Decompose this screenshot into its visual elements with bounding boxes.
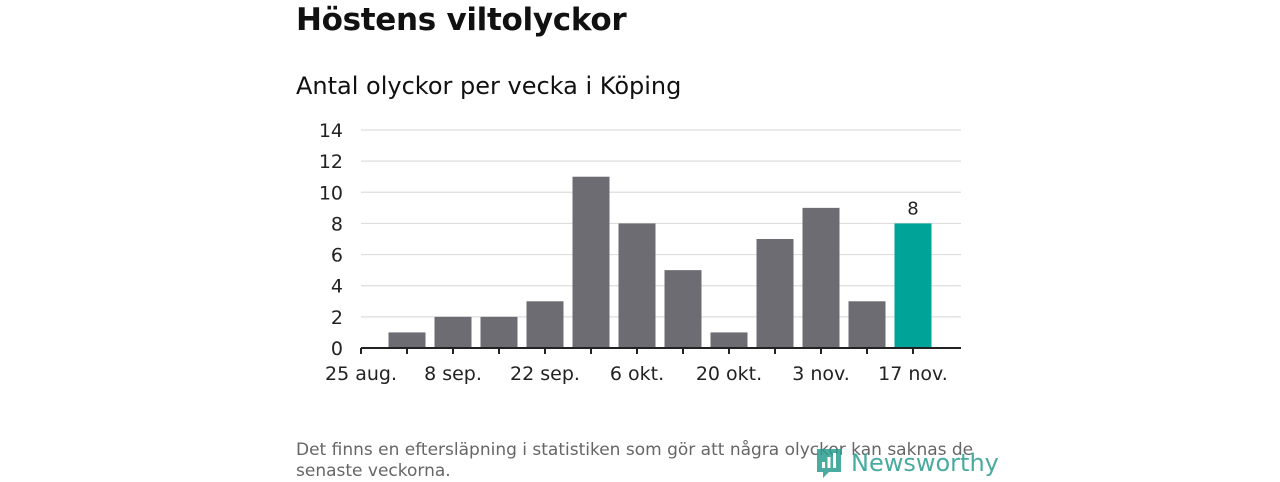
newsworthy-logo-icon [817, 449, 841, 478]
y-tick-label: 6 [331, 245, 343, 267]
y-tick-label: 4 [331, 276, 343, 298]
y-tick-label: 10 [319, 182, 343, 204]
x-tick-label: 8 sep. [424, 363, 482, 385]
grid-lines [361, 129, 961, 318]
y-axis-ticks: 0 2 4 6 8 10 12 14 [319, 120, 343, 360]
bar-chart: 0 2 4 6 8 10 12 14 25 aug. 8 sep. 22 sep. 6 okt. 20… [319, 120, 961, 385]
chart-subtitle: Antal olyckor per vecka i Köping [296, 72, 682, 100]
bars [388, 176, 932, 348]
y-tick-label: 14 [319, 120, 343, 142]
x-tick-label: 3 nov. [792, 363, 850, 385]
chart-title: Höstens viltolyckor [296, 2, 627, 38]
y-tick-label: 12 [319, 151, 343, 173]
bar [756, 239, 794, 348]
newsworthy-logo[interactable]: Newsworthy [814, 446, 999, 480]
bar [388, 332, 426, 348]
bar [526, 301, 564, 348]
bar [802, 207, 840, 348]
bar [480, 316, 518, 348]
bar [664, 270, 702, 348]
bar [894, 223, 932, 348]
bar [572, 176, 610, 348]
y-tick-label: 2 [331, 307, 343, 329]
bar [710, 332, 748, 348]
y-tick-label: 8 [331, 213, 343, 235]
x-tick-label: 20 okt. [696, 363, 762, 385]
x-tick-label: 25 aug. [325, 363, 397, 385]
bar [848, 301, 886, 348]
data-labels: 8 [907, 198, 918, 219]
bar [434, 316, 472, 348]
logo-text: Newsworthy [851, 449, 999, 477]
bar [618, 223, 656, 348]
x-tick-label: 22 sep. [510, 363, 580, 385]
data-label: 8 [907, 198, 918, 219]
footnote: Det finns en eftersläpning i statistiken… [296, 440, 974, 481]
x-tick-label: 17 nov. [878, 363, 948, 385]
y-tick-label: 0 [331, 338, 343, 360]
x-tick-label: 6 okt. [610, 363, 664, 385]
x-axis-ticks: 25 aug. 8 sep. 22 sep. 6 okt. 20 okt. 3 nov. 1… [325, 348, 948, 385]
